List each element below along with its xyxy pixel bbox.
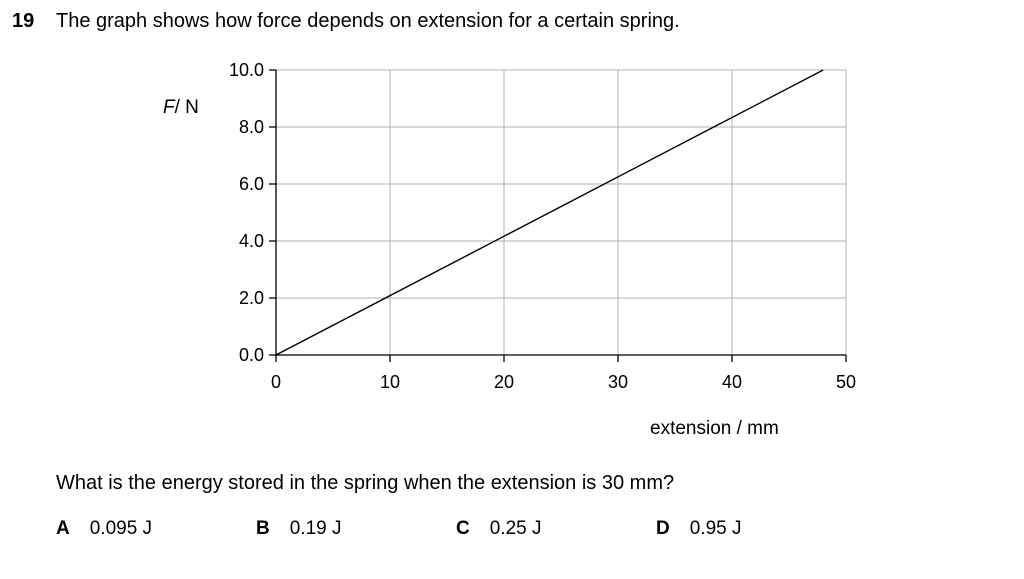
- y-axis-unit: / N: [174, 97, 199, 118]
- y-tick-label: 8.0: [239, 117, 264, 137]
- option-c-letter: C: [456, 518, 470, 539]
- option-c[interactable]: C 0.25 J: [456, 518, 542, 540]
- y-tick-label: 0.0: [239, 345, 264, 365]
- y-tick-label: 2.0: [239, 288, 264, 308]
- chart-series: [275, 69, 824, 356]
- option-a-letter: A: [56, 518, 70, 539]
- x-tick-label: 20: [494, 372, 514, 392]
- option-d-letter: D: [656, 518, 670, 539]
- force-extension-line: [275, 69, 824, 356]
- y-tick-label: 10.0: [229, 60, 264, 80]
- x-tick-label: 0: [271, 372, 281, 392]
- y-tick-label: 4.0: [239, 231, 264, 251]
- question-stem: The graph shows how force depends on ext…: [56, 10, 680, 32]
- option-b[interactable]: B 0.19 J: [256, 518, 342, 540]
- chart-grid: [276, 69, 847, 355]
- option-d[interactable]: D 0.95 J: [656, 518, 742, 540]
- question-number: 19: [12, 10, 35, 32]
- option-a-text: 0.095 J: [89, 518, 153, 539]
- x-tick-label: 40: [722, 372, 742, 392]
- option-b-letter: B: [256, 518, 270, 539]
- chart-ticks: 0 10 20 30 40 50 0.0 2.0 4.0 6.0 8.0 10.0: [229, 60, 856, 392]
- y-axis-symbol: F: [163, 97, 175, 118]
- y-axis-label: F/ N: [163, 97, 199, 119]
- y-tick-label: 6.0: [239, 174, 264, 194]
- question-prompt: What is the energy stored in the spring …: [56, 472, 675, 494]
- option-b-text: 0.19 J: [289, 518, 342, 539]
- x-tick-label: 50: [836, 372, 856, 392]
- option-d-text: 0.95 J: [689, 518, 742, 539]
- option-c-text: 0.25 J: [489, 518, 542, 539]
- x-tick-label: 10: [380, 372, 400, 392]
- option-a[interactable]: A 0.095 J: [56, 518, 152, 540]
- chart-axes: [275, 70, 846, 356]
- x-axis-label: extension / mm: [650, 418, 779, 439]
- x-tick-label: 30: [608, 372, 628, 392]
